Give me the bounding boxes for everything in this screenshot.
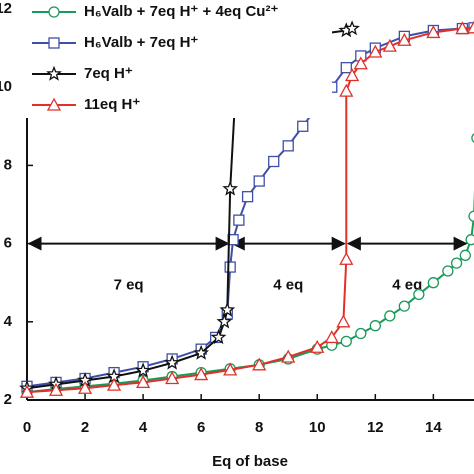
marker (353, 56, 368, 70)
marker (450, 257, 463, 269)
x-tick-label: 4 (139, 419, 148, 436)
marker (241, 191, 254, 203)
legend-label: H₆Valb + 7eq H⁺ (84, 34, 198, 51)
marker (369, 320, 381, 332)
marker (164, 354, 181, 370)
y-tick-label: 2 (4, 391, 12, 408)
annotation-label: 7 eq (114, 277, 144, 294)
marker (210, 329, 227, 345)
legend-label: 7eq H⁺ (84, 65, 133, 82)
marker (336, 314, 351, 328)
marker (19, 384, 35, 398)
marker (165, 371, 180, 385)
marker (253, 175, 265, 187)
marker (223, 362, 238, 376)
marker (427, 277, 440, 289)
marker (268, 155, 280, 168)
marker (466, 20, 474, 34)
marker (340, 335, 352, 348)
marker (194, 367, 209, 381)
marker (344, 68, 360, 82)
annotation-label: 4 eq (273, 277, 303, 294)
legend-marker (48, 6, 60, 18)
legend-box (22, 0, 332, 118)
y-tick-label: 12 (0, 0, 12, 17)
marker (216, 313, 233, 329)
legend-marker (46, 65, 62, 81)
legend-label: 11eq H⁺ (84, 96, 140, 113)
x-tick-label: 14 (425, 419, 442, 436)
marker (398, 300, 410, 312)
marker (344, 20, 360, 36)
marker (355, 327, 367, 340)
marker (297, 120, 309, 132)
y-tick-label: 4 (4, 313, 13, 330)
marker (135, 362, 151, 378)
marker (397, 32, 412, 46)
y-tick-label: 8 (4, 156, 12, 173)
x-tick-label: 2 (81, 419, 89, 436)
marker (426, 25, 441, 39)
marker (193, 344, 210, 360)
marker (413, 288, 425, 301)
marker (455, 21, 470, 35)
legend-marker (48, 37, 60, 49)
marker (459, 249, 471, 261)
marker (339, 83, 354, 97)
marker (219, 301, 236, 317)
x-tick-label: 12 (367, 419, 384, 436)
marker (136, 375, 151, 389)
marker (382, 38, 397, 52)
x-tick-label: 8 (255, 419, 263, 436)
legend: H₆Valb + 7eq H⁺ + 4eq Cu²⁺ H₆Valb + 7eq H… (22, 0, 332, 118)
marker (442, 265, 454, 277)
marker (339, 251, 354, 265)
x-tick-label: 10 (309, 419, 326, 436)
x-tick-label: 0 (23, 419, 31, 436)
marker (368, 44, 383, 58)
y-tick-label: 10 (0, 78, 12, 95)
marker (384, 310, 396, 322)
marker (471, 133, 474, 143)
marker (222, 180, 239, 196)
marker (233, 214, 245, 226)
marker (282, 140, 294, 152)
marker (340, 62, 352, 74)
marker (106, 377, 122, 391)
marker (468, 210, 474, 222)
marker (324, 330, 339, 344)
marker (224, 261, 236, 273)
marker (77, 380, 93, 394)
marker (281, 349, 296, 363)
x-tick-label: 6 (197, 419, 205, 436)
marker (48, 382, 64, 396)
annotation-label: 4 eq (392, 277, 422, 294)
x-axis-label: Eq of base (212, 453, 288, 470)
marker (310, 339, 325, 353)
marker (252, 357, 267, 371)
marker (465, 234, 474, 246)
y-tick-label: 6 (4, 235, 12, 252)
legend-marker (46, 97, 62, 111)
legend-label: H₆Valb + 7eq H⁺ + 4eq Cu²⁺ (84, 3, 278, 20)
